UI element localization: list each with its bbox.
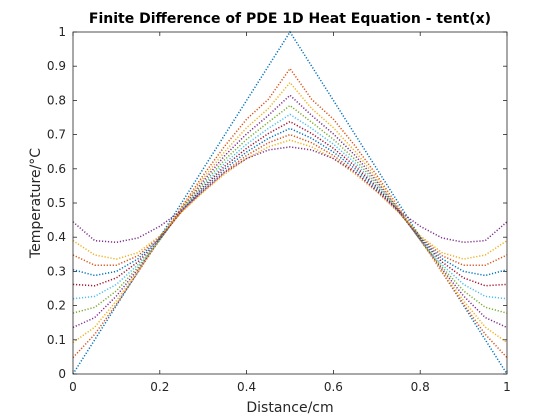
x-tick-label: 1 [503,380,511,394]
chart-title: Finite Difference of PDE 1D Heat Equatio… [89,11,491,27]
y-tick-label: 0.6 [47,162,66,176]
y-axis-label: Temperature/°C [28,148,44,259]
y-tick-label: 1 [58,25,66,39]
series-line-3 [72,81,508,344]
y-tick-label: 0.5 [47,196,66,210]
series-line-5 [72,104,508,314]
series-line-9 [72,133,508,266]
series-line-4 [72,94,508,329]
y-tick-label: 0.2 [47,299,66,313]
ticks: 0 0.2 0.4 0.6 0.8 1 0 0.1 0.2 0.3 0.4 0.5 0.6 0.7 0.8 0… [47,25,511,394]
x-axis-label: Distance/cm [246,400,333,416]
y-tick-label: 0.9 [47,59,66,73]
x-tick-label: 0.6 [324,380,343,394]
x-tick-label: 0.8 [411,380,430,394]
plot-lines [72,30,508,375]
x-tick-label: 0.2 [150,380,169,394]
y-tick-label: 0.3 [47,264,66,278]
series-line-10 [72,139,508,260]
x-tick-label: 0 [69,380,77,394]
y-tick-label: 0 [58,367,66,381]
y-tick-label: 0.8 [47,93,66,107]
y-tick-label: 0.4 [47,230,66,244]
series-line-11 [72,146,508,244]
series-line-6 [72,113,508,300]
x-tick-label: 0.4 [237,380,256,394]
y-tick-label: 0.7 [47,128,66,142]
y-tick-label: 0.1 [47,333,66,347]
